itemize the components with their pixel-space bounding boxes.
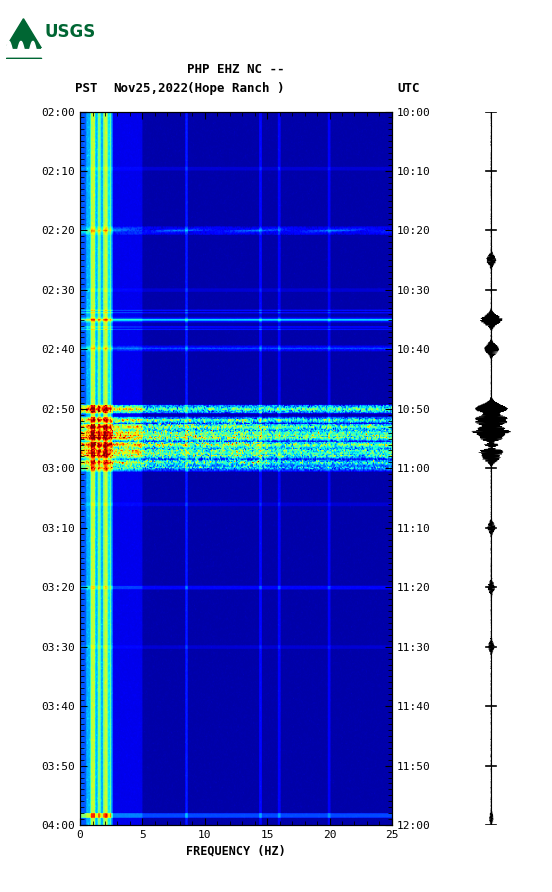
Text: UTC: UTC bbox=[397, 82, 420, 95]
Text: USGS: USGS bbox=[44, 23, 95, 41]
Text: Nov25,2022: Nov25,2022 bbox=[113, 82, 188, 95]
Polygon shape bbox=[6, 19, 41, 48]
Text: PST: PST bbox=[75, 82, 97, 95]
Text: (Hope Ranch ): (Hope Ranch ) bbox=[187, 82, 285, 95]
X-axis label: FREQUENCY (HZ): FREQUENCY (HZ) bbox=[186, 844, 286, 857]
Text: PHP EHZ NC --: PHP EHZ NC -- bbox=[187, 62, 285, 76]
